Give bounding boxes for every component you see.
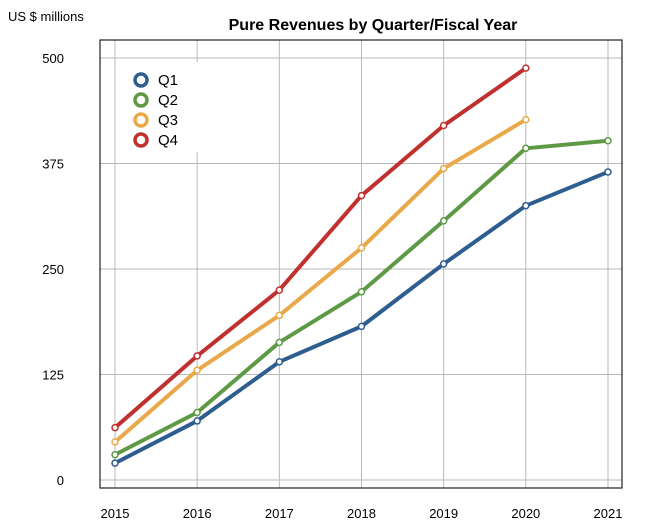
data-point-q3	[439, 164, 448, 173]
data-point-q2	[439, 217, 448, 225]
y-tick-label: 500	[42, 51, 64, 66]
legend-box	[118, 62, 198, 152]
y-tick-label: 250	[42, 262, 64, 277]
data-point-q4	[357, 191, 366, 200]
data-point-q4	[111, 423, 119, 432]
legend-marker-q4	[133, 132, 149, 148]
data-point-q3	[275, 311, 284, 320]
axes	[99, 39, 623, 489]
legend-marker-q3	[133, 112, 149, 128]
data-point-q1	[111, 459, 119, 467]
data-point-q3	[357, 244, 366, 252]
data-point-q4	[193, 352, 201, 360]
legend-label-q4: Q4	[158, 132, 178, 149]
x-tick-label: 2019	[429, 506, 458, 521]
data-point-q3	[522, 115, 530, 124]
x-tick-label: 2018	[347, 506, 376, 521]
data-point-q3	[193, 366, 201, 375]
data-point-q1	[604, 168, 612, 176]
data-point-q4	[275, 286, 284, 294]
data-point-q1	[522, 201, 530, 210]
data-point-q2	[522, 144, 530, 153]
data-point-q1	[275, 358, 284, 366]
x-tick-label: 2021	[594, 506, 623, 521]
legend: Q1 Q2 Q3 Q4	[118, 62, 198, 152]
x-tick-label: 2016	[183, 506, 212, 521]
y-tick-label: 0	[57, 473, 64, 488]
data-point-q2	[357, 288, 366, 296]
data-point-q3	[111, 438, 119, 446]
y-tick-label: 125	[42, 368, 64, 383]
x-tick-label: 2017	[265, 506, 294, 521]
legend-marker-q1	[133, 72, 149, 88]
x-tick-label: 2020	[511, 506, 540, 521]
data-point-q2	[604, 136, 612, 145]
data-points	[111, 64, 612, 467]
data-point-q1	[357, 322, 366, 331]
data-point-q2	[193, 408, 201, 417]
series-line-q4	[113, 66, 528, 430]
chart-title: Pure Revenues by Quarter/Fiscal Year	[229, 17, 518, 34]
series-line-q3	[113, 117, 528, 445]
plot-frame	[99, 39, 623, 489]
data-point-q1	[439, 260, 448, 268]
legend-marker-q2	[133, 92, 149, 108]
legend-label-q2: Q2	[158, 92, 178, 109]
legend-label-q1: Q1	[158, 72, 178, 89]
legend-label-q3: Q3	[158, 112, 178, 129]
data-point-q2	[111, 450, 119, 459]
data-point-q4	[439, 121, 448, 130]
y-axis-label: US $ millions	[8, 9, 84, 24]
x-tick-label: 2015	[101, 506, 130, 521]
data-point-q4	[522, 64, 530, 72]
data-point-q2	[275, 338, 284, 347]
y-tick-label: 375	[42, 157, 64, 172]
data-point-q1	[193, 417, 201, 425]
tick-labels: 0 125 250 375 500 2015 2016 2017 2018 2019 2020 202…	[42, 51, 622, 521]
